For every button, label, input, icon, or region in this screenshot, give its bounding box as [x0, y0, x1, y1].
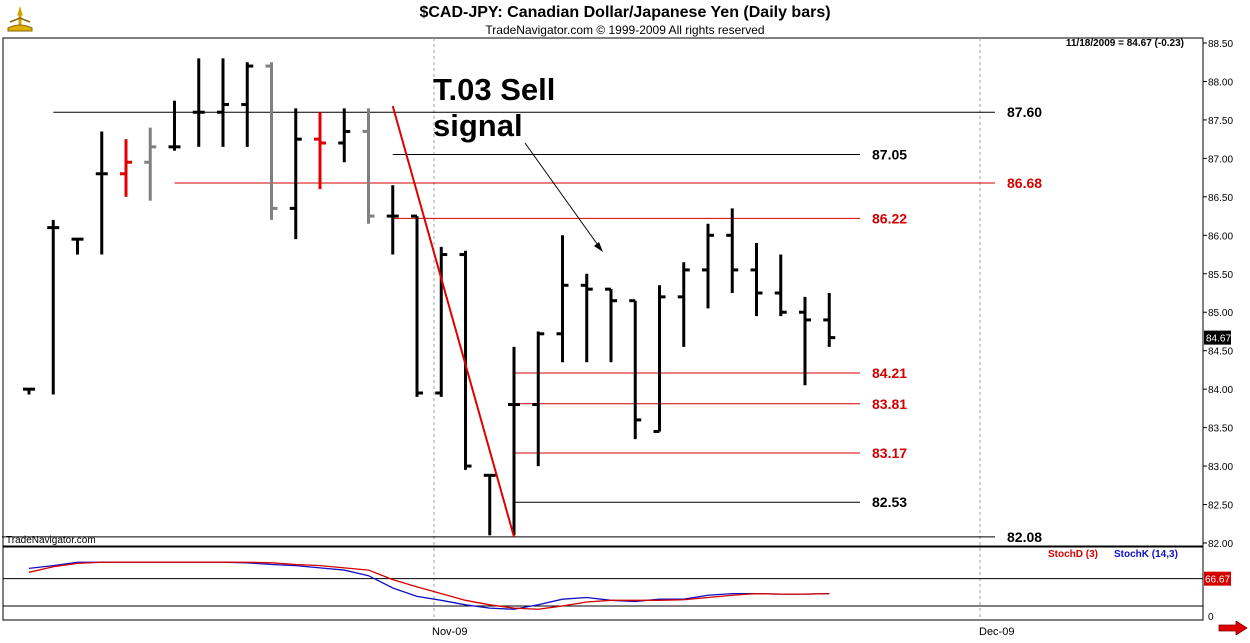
annotation-line-1: T.03 Sell — [433, 72, 556, 107]
ohlc-bar — [750, 243, 763, 317]
y-tick-label: 88.50 — [1208, 39, 1233, 50]
chart-title: $CAD-JPY: Canadian Dollar/Japanese Yen (… — [419, 4, 831, 21]
annotation-line-2: signal — [433, 108, 523, 143]
y-tick-label: 88.00 — [1208, 77, 1233, 88]
last-price-tag — [1204, 330, 1231, 345]
sell-signal-annotation: T.03 Sell signal — [433, 72, 633, 144]
ohlc-bar — [702, 223, 714, 309]
y-tick-label: 87.00 — [1208, 154, 1233, 165]
y-tick-label: 82.00 — [1208, 539, 1233, 550]
level-label: 84.21 — [872, 365, 907, 381]
y-tick-label: 84.50 — [1208, 347, 1233, 358]
ohlc-bar — [508, 346, 520, 536]
y-tick-label: 83.50 — [1208, 424, 1233, 435]
price-panel-frame — [2, 37, 1204, 547]
ohlc-bar — [629, 299, 642, 440]
level-label: 83.81 — [872, 396, 907, 412]
x-tick-nov: Nov-09 — [432, 626, 468, 638]
watermark: TradeNavigator.com — [6, 535, 96, 546]
ohlc-bar — [386, 185, 399, 255]
ohlc-bar — [71, 237, 84, 255]
stoch-d-line — [28, 561, 830, 610]
ohlc-bar — [338, 108, 351, 163]
level-label: 82.08 — [1007, 529, 1042, 545]
ohlc-bar — [241, 62, 254, 147]
ohlc-bar — [532, 331, 545, 467]
stoch-panel-frame — [2, 546, 1204, 621]
chart-subtitle: TradeNavigator.com © 1999-2009 All right… — [485, 23, 765, 37]
ohlc-bar — [144, 127, 157, 201]
ohlc-bar — [580, 273, 593, 363]
ohlc-bar — [823, 293, 836, 347]
ohlc-bar — [605, 287, 617, 363]
ohlc-bar — [411, 214, 423, 397]
ohlc-bar — [314, 112, 326, 190]
ohlc-bar — [677, 262, 690, 347]
y-tick-label: 86.50 — [1208, 193, 1233, 204]
y-tick-label: 85.00 — [1208, 308, 1233, 319]
level-label: 86.22 — [872, 210, 907, 226]
level-label: 83.17 — [872, 445, 907, 461]
ohlc-bar — [168, 100, 181, 151]
stoch-y-tick: 0 — [1208, 612, 1214, 623]
ohlc-bar — [653, 285, 666, 433]
legend-stoch-k: StochK (14,3) — [1114, 549, 1178, 560]
ohlc-bar — [726, 208, 739, 293]
y-tick-label: 86.00 — [1208, 231, 1233, 242]
ohlc-bar — [47, 219, 60, 395]
last-price-tag-label: 84.67 — [1206, 334, 1231, 345]
ohlc-bar — [217, 58, 229, 147]
ohlc-bar — [265, 62, 278, 220]
ohlc-bar — [95, 131, 108, 255]
y-tick-label: 85.50 — [1208, 270, 1233, 281]
last-bar-info: 11/18/2009 = 84.67 (-0.23) — [1065, 38, 1184, 49]
ohlc-bar — [120, 139, 132, 197]
y-tick-label: 83.00 — [1208, 462, 1233, 473]
ohlc-bar — [192, 58, 205, 147]
level-label: 87.05 — [872, 147, 907, 163]
ohlc-bar — [556, 235, 569, 363]
stoch-tag-label: 66.67 — [1205, 575, 1230, 586]
legend-stoch-d: StochD (3) — [1048, 549, 1098, 560]
ohlc-bar — [459, 250, 472, 470]
ohlc-bar — [799, 296, 811, 386]
stoch-tag — [1204, 571, 1231, 586]
x-tick-dec: Dec-09 — [979, 626, 1015, 638]
annotation-arrowhead — [594, 242, 603, 252]
level-label: 87.60 — [1007, 104, 1042, 120]
level-label: 82.53 — [872, 494, 907, 510]
ohlc-bar — [362, 108, 375, 224]
ohlc-bar — [774, 254, 787, 317]
level-label: 86.68 — [1007, 175, 1042, 191]
y-tick-label: 87.50 — [1208, 116, 1233, 127]
ohlc-bar — [23, 387, 35, 395]
trend-line — [391, 105, 515, 538]
tradenavigator-logo-icon — [4, 4, 36, 36]
stoch-k-line — [28, 561, 830, 610]
y-tick-label: 84.00 — [1208, 385, 1233, 396]
ohlc-bar — [289, 108, 302, 240]
ohlc-bar — [483, 473, 496, 536]
y-tick-label: 82.50 — [1208, 501, 1233, 512]
scroll-right-arrow-icon[interactable] — [1218, 620, 1248, 640]
annotation-arrow-line — [524, 142, 601, 249]
ohlc-bar — [435, 246, 448, 397]
